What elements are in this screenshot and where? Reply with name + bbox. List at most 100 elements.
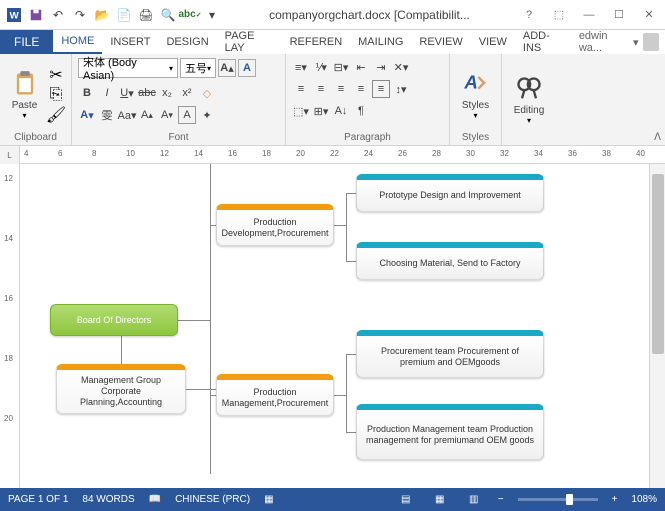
orgchart-node-prodman[interactable]: Production Management,Procurement — [216, 374, 334, 416]
format-painter-icon[interactable]: 🖌 — [47, 106, 65, 124]
maximize-icon[interactable]: ☐ — [607, 5, 631, 25]
zoom-level[interactable]: 108% — [631, 494, 657, 505]
qat-more-icon[interactable]: ▾ — [202, 5, 222, 25]
orgchart-node-mgmt[interactable]: Management Group Corporate Planning,Acco… — [56, 364, 186, 414]
editing-button[interactable]: Editing ▾ — [508, 58, 550, 142]
orgchart-node-prodmanteam[interactable]: Production Management team Production ma… — [356, 404, 544, 460]
document-canvas[interactable]: Board Of Directors Management Group Corpo… — [20, 164, 649, 488]
tab-home[interactable]: HOME — [53, 30, 102, 54]
distributed-icon[interactable]: ≡ — [372, 80, 390, 98]
scrollbar-thumb[interactable] — [652, 174, 664, 354]
strikethrough-icon[interactable]: abc — [138, 84, 156, 102]
spell-check-icon[interactable]: 📖 — [149, 494, 161, 505]
word-icon[interactable]: W — [4, 5, 24, 25]
spelling-icon[interactable]: abc✓ — [180, 5, 200, 25]
italic-icon[interactable]: I — [98, 84, 116, 102]
tab-design[interactable]: DESIGN — [158, 30, 216, 54]
print-layout-icon[interactable]: ▦ — [430, 492, 450, 508]
clear-format-icon[interactable]: ◇ — [198, 84, 216, 102]
increase-indent-icon[interactable]: ⇥ — [372, 58, 390, 76]
justify-icon[interactable]: ≡ — [352, 80, 370, 98]
highlight-icon[interactable]: A▾ — [78, 106, 96, 124]
orgchart-node-material[interactable]: Choosing Material, Send to Factory — [356, 242, 544, 280]
subscript-icon[interactable]: x₂ — [158, 84, 176, 102]
shading-icon[interactable]: ⬚▾ — [292, 102, 310, 120]
macro-icon[interactable]: ▦ — [264, 494, 273, 505]
ribbon-tabs: FILE HOME INSERT DESIGN PAGE LAY REFEREN… — [0, 30, 665, 54]
orgchart-node-proddev[interactable]: Production Development,Procurement — [216, 204, 334, 246]
zoom-slider[interactable] — [518, 498, 598, 501]
connector — [346, 354, 347, 432]
connector — [346, 193, 356, 194]
quick-access-toolbar: W ↶ ↷ 📂 📄 🖨 🔍 abc✓ ▾ — [4, 5, 222, 25]
redo-icon[interactable]: ↷ — [70, 5, 90, 25]
new-icon[interactable]: 📄 — [114, 5, 134, 25]
styles-button[interactable]: A Styles ▾ — [456, 58, 495, 131]
language-indicator[interactable]: CHINESE (PRC) — [175, 494, 250, 505]
zoom-in-icon[interactable]: + — [612, 494, 618, 505]
file-tab[interactable]: FILE — [0, 30, 53, 54]
help-icon[interactable]: ? — [517, 5, 541, 25]
tab-view[interactable]: VIEW — [471, 30, 515, 54]
tab-mailings[interactable]: MAILING — [350, 30, 411, 54]
tab-references[interactable]: REFEREN — [282, 30, 351, 54]
orgchart-node-proto[interactable]: Prototype Design and Improvement — [356, 174, 544, 212]
align-left-icon[interactable]: ≡ — [292, 80, 310, 98]
undo-icon[interactable]: ↶ — [48, 5, 68, 25]
underline-icon[interactable]: U▾ — [118, 84, 136, 102]
read-mode-icon[interactable]: ▤ — [396, 492, 416, 508]
align-center-icon[interactable]: ≡ — [312, 80, 330, 98]
styles-label: Styles — [462, 100, 489, 111]
copy-icon[interactable]: ⎘ — [47, 86, 65, 104]
collapse-ribbon-icon[interactable]: ᐱ — [654, 132, 661, 143]
asian-layout-icon[interactable]: ✕▾ — [392, 58, 410, 76]
ruler-tick: 40 — [636, 149, 645, 158]
tab-review[interactable]: REVIEW — [411, 30, 470, 54]
user-account[interactable]: edwin wa... ▾ — [573, 30, 665, 54]
ruler-tick: 16 — [228, 149, 237, 158]
title-bar: W ↶ ↷ 📂 📄 🖨 🔍 abc✓ ▾ companyorgchart.doc… — [0, 0, 665, 30]
bold-icon[interactable]: B — [78, 84, 96, 102]
font-name-select[interactable]: 宋体 (Body Asian)▾ — [78, 58, 178, 78]
shrink-icon[interactable]: A▾ — [158, 106, 176, 124]
align-right-icon[interactable]: ≡ — [332, 80, 350, 98]
line-spacing-icon[interactable]: ↕▾ — [392, 80, 410, 98]
grow-font-icon[interactable]: A▴ — [218, 59, 236, 77]
orgchart-node-procteam[interactable]: Procurement team Procurement of premium … — [356, 330, 544, 378]
multilevel-icon[interactable]: ⊟▾ — [332, 58, 350, 76]
minimize-icon[interactable]: ― — [577, 5, 601, 25]
superscript-icon[interactable]: x² — [178, 84, 196, 102]
print-icon[interactable]: 🖨 — [136, 5, 156, 25]
show-marks-icon[interactable]: ¶ — [352, 102, 370, 120]
tab-insert[interactable]: INSERT — [102, 30, 158, 54]
orgchart-node-board[interactable]: Board Of Directors — [50, 304, 178, 336]
ribbon-display-icon[interactable]: ⬚ — [547, 5, 571, 25]
sort-icon[interactable]: A↓ — [332, 102, 350, 120]
change-case-icon[interactable]: Aa▾ — [118, 106, 136, 124]
close-icon[interactable]: ✕ — [637, 5, 661, 25]
word-count[interactable]: 84 WORDS — [82, 494, 134, 505]
char-border-icon[interactable]: A — [178, 106, 196, 124]
page-indicator[interactable]: PAGE 1 OF 1 — [8, 494, 68, 505]
web-layout-icon[interactable]: ▥ — [464, 492, 484, 508]
save-icon[interactable] — [26, 5, 46, 25]
vertical-scrollbar[interactable] — [649, 164, 665, 488]
decrease-indent-icon[interactable]: ⇤ — [352, 58, 370, 76]
borders-icon[interactable]: ⊞▾ — [312, 102, 330, 120]
tab-page-layout[interactable]: PAGE LAY — [217, 30, 282, 54]
tab-addins[interactable]: ADD-INS — [515, 30, 573, 54]
styles-group-label: Styles — [456, 131, 495, 143]
zoom-slider-thumb[interactable] — [566, 494, 573, 505]
numbering-icon[interactable]: ⅟▾ — [312, 58, 330, 76]
grow-icon[interactable]: A▴ — [138, 106, 156, 124]
font-color-icon[interactable]: 雯 — [98, 106, 116, 124]
open-icon[interactable]: 📂 — [92, 5, 112, 25]
font-size-select[interactable]: 五号▾ — [180, 58, 216, 78]
cut-icon[interactable]: ✂ — [47, 66, 65, 84]
zoom-out-icon[interactable]: − — [498, 494, 504, 505]
char-shading-icon[interactable]: ✦ — [198, 106, 216, 124]
preview-icon[interactable]: 🔍 — [158, 5, 178, 25]
bullets-icon[interactable]: ≡▾ — [292, 58, 310, 76]
paste-button[interactable]: Paste ▾ — [6, 58, 43, 131]
text-effects-icon[interactable]: A — [238, 59, 256, 77]
